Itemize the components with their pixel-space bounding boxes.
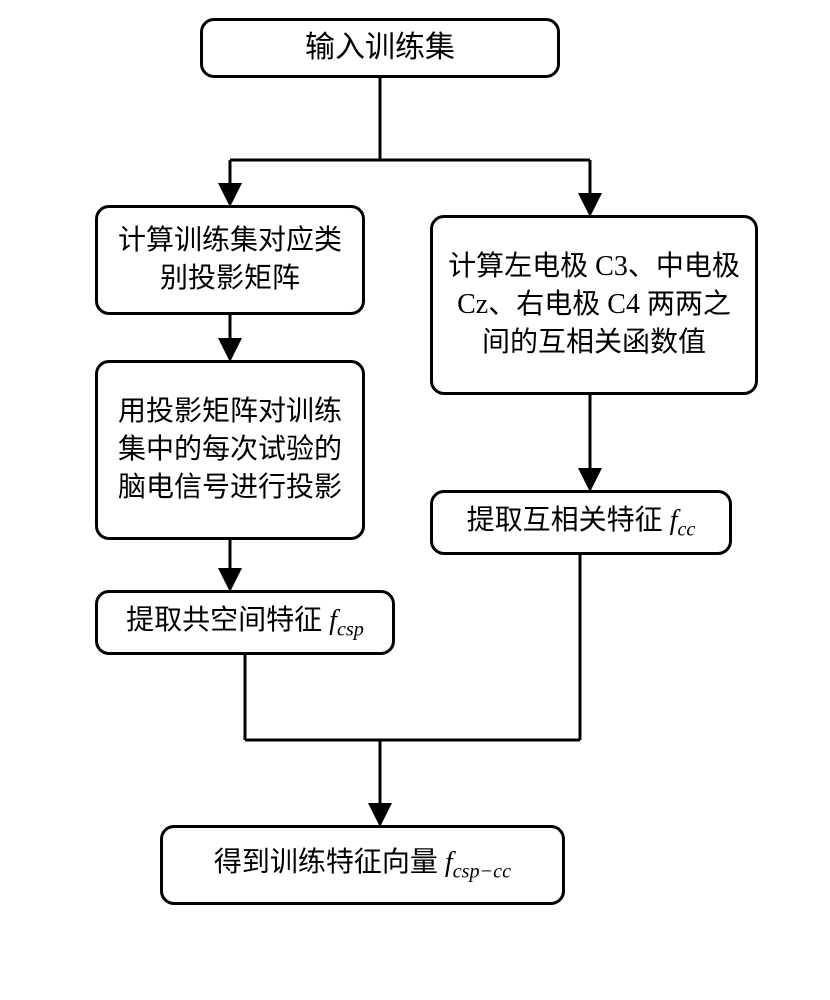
node-extract-cc-feature: 提取互相关特征 fcc: [430, 490, 732, 555]
sub-text: csp: [337, 618, 364, 640]
node-result-feature-vector: 得到训练特征向量 fcsp−cc: [160, 825, 565, 905]
prefix-text: 提取共空间特征: [126, 605, 329, 636]
node-project-eeg-signals: 用投影矩阵对训练集中的每次试验的脑电信号进行投影: [95, 360, 365, 540]
node-compute-cross-correlation: 计算左电极 C3、中电极 Cz、右电极 C4 两两之间的互相关函数值: [430, 215, 758, 395]
node-label: 提取共空间特征 fcsp: [126, 602, 364, 644]
sub-text: cc: [677, 518, 695, 540]
node-label: 计算左电极 C3、中电极 Cz、右电极 C4 两两之间的互相关函数值: [447, 248, 741, 361]
node-label: 输入训练集: [305, 28, 455, 69]
var-text: f: [329, 605, 337, 636]
prefix-text: 提取互相关特征: [467, 505, 670, 536]
sub-text: csp−cc: [453, 861, 511, 883]
node-label: 用投影矩阵对训练集中的每次试验的脑电信号进行投影: [112, 393, 348, 506]
node-label: 提取互相关特征 fcc: [467, 502, 696, 544]
node-label: 得到训练特征向量 fcsp−cc: [214, 844, 511, 886]
var-text: f: [445, 847, 453, 878]
node-extract-csp-feature: 提取共空间特征 fcsp: [95, 590, 395, 655]
prefix-text: 得到训练特征向量: [214, 847, 445, 878]
node-input-training-set: 输入训练集: [200, 18, 560, 78]
node-label: 计算训练集对应类别投影矩阵: [112, 222, 348, 298]
node-compute-projection-matrix: 计算训练集对应类别投影矩阵: [95, 205, 365, 315]
